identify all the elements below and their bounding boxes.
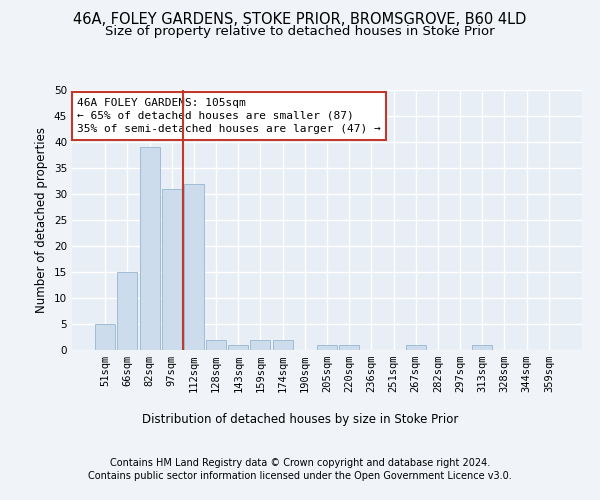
Bar [118,272,137,350]
Y-axis label: Number of detached properties: Number of detached properties [35,127,49,313]
Bar [206,340,226,350]
Text: 46A, FOLEY GARDENS, STOKE PRIOR, BROMSGROVE, B60 4LD: 46A, FOLEY GARDENS, STOKE PRIOR, BROMSGR… [73,12,527,28]
Bar [95,324,115,350]
Bar [339,345,359,350]
Bar [272,340,293,350]
Bar [250,340,271,350]
Bar [184,184,204,350]
Text: Contains HM Land Registry data © Crown copyright and database right 2024.: Contains HM Land Registry data © Crown c… [110,458,490,468]
Bar [140,147,160,350]
Text: Distribution of detached houses by size in Stoke Prior: Distribution of detached houses by size … [142,412,458,426]
Bar [406,345,426,350]
Text: 46A FOLEY GARDENS: 105sqm
← 65% of detached houses are smaller (87)
35% of semi-: 46A FOLEY GARDENS: 105sqm ← 65% of detac… [77,98,381,134]
Bar [317,345,337,350]
Bar [472,345,492,350]
Bar [228,345,248,350]
Text: Contains public sector information licensed under the Open Government Licence v3: Contains public sector information licen… [88,471,512,481]
Bar [162,189,182,350]
Text: Size of property relative to detached houses in Stoke Prior: Size of property relative to detached ho… [105,25,495,38]
